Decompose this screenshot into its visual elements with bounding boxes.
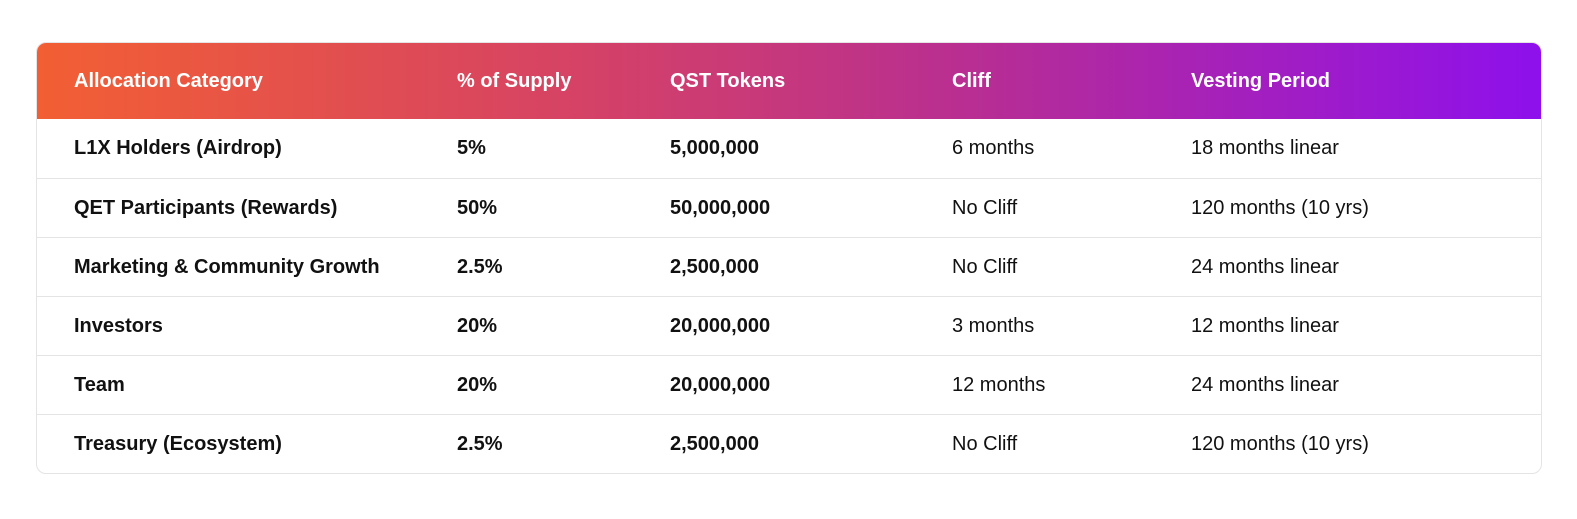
supply-percent-cell: 2.5% — [457, 432, 503, 455]
supply-percent-cell: 20% — [457, 314, 498, 337]
category-cell: Team — [74, 373, 125, 396]
category-cell: QET Participants (Rewards) — [74, 196, 338, 219]
header-allocation-category: Allocation Category — [74, 69, 263, 92]
token-amount-cell: 20,000,000 — [670, 314, 771, 337]
cliff-cell: No Cliff — [952, 255, 1018, 278]
token-amount-cell: 50,000,000 — [670, 196, 771, 219]
table-row: QET Participants (Rewards) 50% 50,000,00… — [37, 178, 1541, 237]
token-amount-cell: 2,500,000 — [670, 432, 759, 455]
supply-percent-cell: 5% — [457, 137, 486, 159]
supply-percent-cell: 20% — [457, 373, 498, 396]
category-cell: Treasury (Ecosystem) — [74, 432, 282, 455]
cliff-cell: No Cliff — [952, 432, 1018, 455]
supply-percent-cell: 50% — [457, 196, 498, 219]
table-header-row: Allocation Category % of Supply QST Toke… — [37, 43, 1541, 119]
cliff-cell: 3 months — [952, 314, 1035, 337]
vesting-period-cell: 24 months linear — [1191, 373, 1339, 396]
vesting-period-cell: 120 months (10 yrs) — [1191, 432, 1369, 455]
table-row: Investors 20% 20,000,000 3 months 12 mon… — [37, 296, 1541, 355]
supply-percent-cell: 2.5% — [457, 255, 503, 278]
cliff-cell: No Cliff — [952, 196, 1018, 219]
header-qst-tokens: QST Tokens — [670, 69, 786, 92]
vesting-period-cell: 24 months linear — [1191, 255, 1339, 278]
token-amount-cell: 2,500,000 — [670, 255, 759, 278]
cliff-cell: 6 months — [952, 137, 1035, 159]
table-body: L1X Holders (Airdrop) 5% 5,000,000 6 mon… — [37, 119, 1541, 473]
token-amount-cell: 20,000,000 — [670, 373, 771, 396]
header-cliff: Cliff — [952, 69, 991, 92]
category-cell: Investors — [74, 314, 163, 337]
header-percent-of-supply: % of Supply — [457, 69, 572, 92]
token-amount-cell: 5,000,000 — [670, 137, 759, 159]
table-row: Treasury (Ecosystem) 2.5% 2,500,000 No C… — [37, 414, 1541, 473]
cliff-cell: 12 months — [952, 373, 1046, 396]
header-vesting-period: Vesting Period — [1191, 69, 1330, 92]
vesting-period-cell: 18 months linear — [1191, 137, 1339, 159]
vesting-period-cell: 12 months linear — [1191, 314, 1339, 337]
table-row: Marketing & Community Growth 2.5% 2,500,… — [37, 237, 1541, 296]
token-allocation-table: Allocation Category % of Supply QST Toke… — [36, 42, 1542, 474]
category-cell: L1X Holders (Airdrop) — [74, 137, 282, 159]
vesting-period-cell: 120 months (10 yrs) — [1191, 196, 1369, 219]
table-row: L1X Holders (Airdrop) 5% 5,000,000 6 mon… — [37, 119, 1541, 178]
table-row: Team 20% 20,000,000 12 months 24 months … — [37, 355, 1541, 414]
category-cell: Marketing & Community Growth — [74, 255, 380, 278]
